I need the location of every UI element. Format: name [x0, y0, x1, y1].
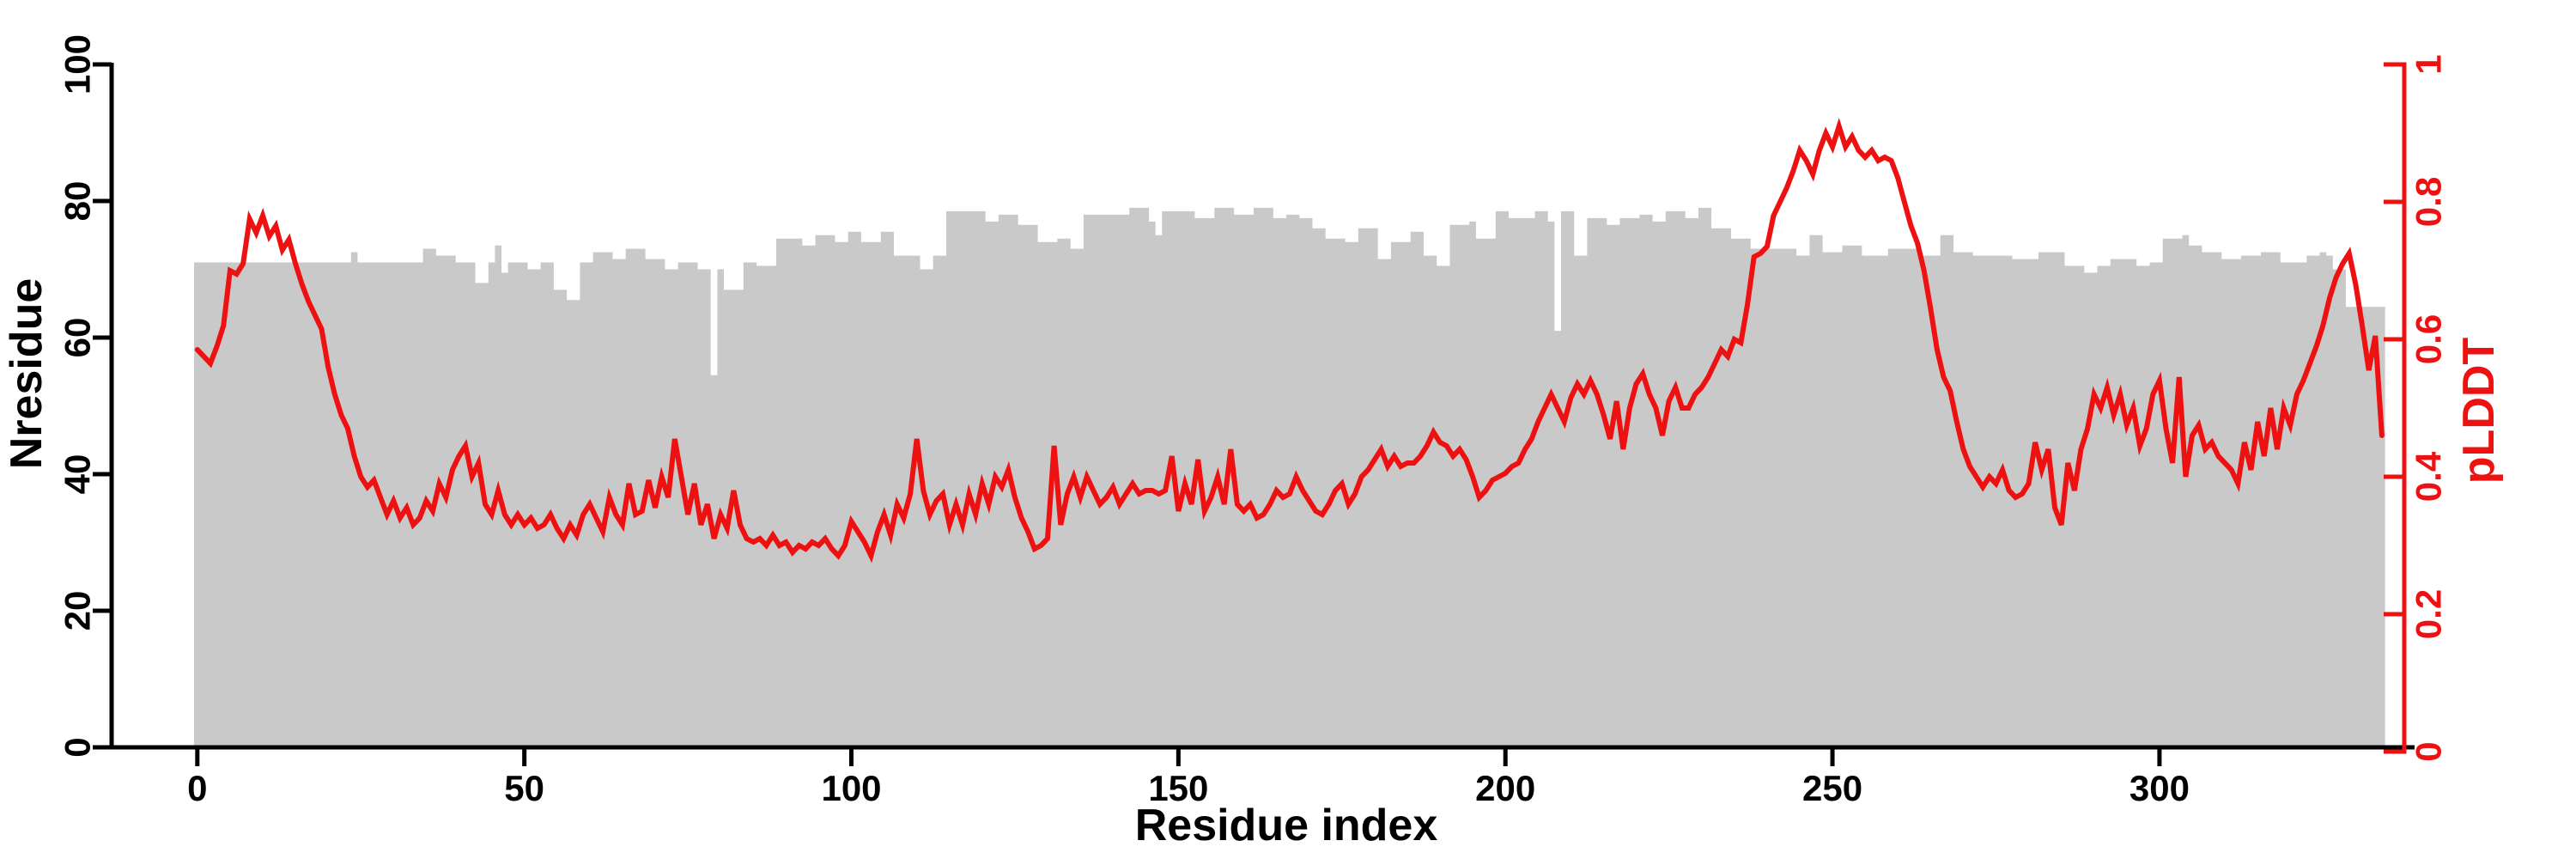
left-tick-label: 60: [58, 318, 98, 358]
x-tick-label: 200: [1475, 768, 1535, 808]
x-tick-label: 300: [2129, 768, 2190, 808]
right-tick-label: 0.2: [2409, 589, 2449, 639]
plddt-line-path: [194, 118, 2385, 564]
left-tick-label: 40: [58, 454, 98, 495]
right-axis: 0 0.2 0.4 0.6 0.8 1: [2384, 54, 2449, 762]
x-axis: 0 50 100 150 200 250 300: [109, 745, 2415, 808]
right-tick-label: 0.8: [2409, 177, 2449, 227]
right-tick-label: 1: [2409, 54, 2449, 74]
x-tick-label: 100: [821, 768, 881, 808]
right-tick-label: 0: [2409, 741, 2449, 761]
x-axis-title: Residue index: [1135, 801, 1438, 850]
right-axis-title: pLDDT: [2454, 338, 2504, 484]
nresidue-bar-area: [194, 207, 2385, 747]
left-tick-label: 100: [58, 34, 98, 94]
nresidue-bars: [194, 207, 2385, 747]
plddt-line: [194, 118, 2385, 564]
x-tick-label: 250: [1802, 768, 1862, 808]
left-axis: 0 20 40 60 80 100: [58, 34, 114, 758]
right-tick-label: 0.6: [2409, 314, 2449, 364]
left-axis-title: Nresidue: [2, 278, 52, 470]
left-tick-label: 20: [58, 591, 98, 631]
right-tick-label: 0.4: [2409, 451, 2449, 502]
left-tick-label: 80: [58, 181, 98, 222]
x-tick-label: 50: [504, 768, 544, 808]
x-tick-label: 0: [187, 768, 207, 808]
left-tick-label: 0: [58, 737, 98, 757]
x-tick-label: 150: [1148, 768, 1208, 808]
